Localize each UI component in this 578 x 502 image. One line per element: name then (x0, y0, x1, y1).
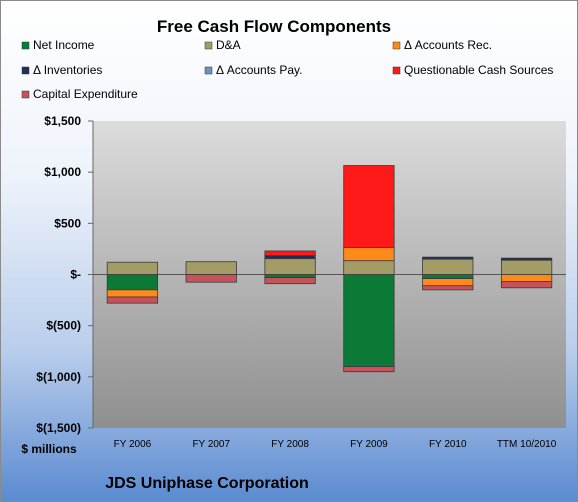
legend-swatch-questionable-cash-sources (392, 66, 401, 75)
bar-net-income-fy-2006 (106, 274, 159, 291)
legend-label-net-income: Net Income (33, 38, 95, 52)
x-tick-label: FY 2008 (271, 439, 309, 450)
legend-swatch-accounts-rec (392, 41, 401, 50)
bar-questionable-cash-sources-fy-2009 (343, 165, 395, 248)
legend-label-accounts-rec: Δ Accounts Rec. (404, 38, 492, 52)
bar-capital-expenditure-fy-2009 (343, 366, 395, 373)
y-tick-label: $1,000 (44, 165, 81, 179)
y-axis: $1,500 $1,000 $500 $- $(500) $(1,000) $(1,500) (36, 114, 94, 435)
legend-label-d-a: D&A (216, 38, 241, 52)
bar-net-income-fy-2010 (422, 274, 474, 279)
chart-title: Free Cash Flow Components (157, 17, 391, 36)
bar-capital-expenditure-fy-2006 (106, 296, 159, 304)
bar-net-income-fy-2009 (343, 274, 395, 367)
bar-d-a-fy-2009 (343, 260, 395, 275)
y-tick-label: $500 (54, 216, 81, 230)
bar-accounts-rec-ttm-10-2010 (500, 274, 553, 283)
legend-label-capital-expenditure: Capital Expenditure (33, 87, 138, 101)
bar-capital-expenditure-fy-2008 (264, 277, 316, 285)
bar-d-a-fy-2006 (106, 261, 159, 275)
bar-d-a-fy-2008 (264, 258, 316, 275)
bar-inventories-ttm-10-2010 (500, 257, 553, 261)
bar-d-a-fy-2010 (422, 258, 474, 275)
bar-questionable-cash-sources-fy-2008 (264, 250, 316, 256)
legend-label-inventories: Δ Inventories (33, 63, 102, 77)
bar-accounts-rec-fy-2009 (343, 246, 395, 262)
legend-swatch-accounts-pay (204, 66, 213, 75)
legend-label-accounts-pay: Δ Accounts Pay. (216, 63, 303, 77)
x-tick-label: FY 2007 (192, 439, 230, 450)
x-tick-label: FY 2010 (429, 439, 467, 450)
bar-capital-expenditure-fy-2010 (422, 285, 474, 291)
bar-capital-expenditure-fy-2007 (185, 274, 237, 283)
x-axis: FY 2006 FY 2007 FY 2008 FY 2009 FY 2010 TTM 1… (114, 439, 557, 450)
legend-label-questionable-cash-sources: Questionable Cash Sources (404, 63, 553, 77)
legend-swatch-capital-expenditure (21, 90, 30, 99)
bar-inventories-fy-2008 (264, 255, 316, 260)
y-axis-unit-label: $ millions (21, 442, 77, 456)
legend: Net Income D&A Δ Accounts Rec. Δ Inventorie… (21, 38, 553, 101)
y-tick-label: $(1,500) (36, 421, 81, 435)
bar-d-a-fy-2007 (185, 261, 237, 275)
company-name: JDS Uniphase Corporation (105, 475, 309, 492)
legend-swatch-d-a (204, 41, 213, 50)
bar-d-a-ttm-10-2010 (500, 259, 553, 275)
y-tick-label: $- (70, 268, 81, 282)
bars (93, 165, 566, 373)
y-tick-label: $1,500 (44, 114, 81, 128)
x-tick-label: FY 2009 (350, 439, 388, 450)
bar-inventories-fy-2010 (422, 256, 474, 260)
x-tick-label: FY 2006 (114, 439, 152, 450)
bar-accounts-rec-fy-2010 (422, 278, 474, 287)
bar-accounts-rec-fy-2006 (106, 289, 159, 298)
y-tick-label: $(1,000) (36, 370, 81, 384)
legend-swatch-net-income (21, 41, 30, 50)
x-tick-label: TTM 10/2010 (497, 439, 557, 450)
bar-net-income-fy-2008 (264, 274, 316, 278)
y-tick-label: $(500) (46, 319, 81, 333)
legend-swatch-inventories (21, 66, 30, 75)
bar-capital-expenditure-ttm-10-2010 (500, 281, 553, 289)
